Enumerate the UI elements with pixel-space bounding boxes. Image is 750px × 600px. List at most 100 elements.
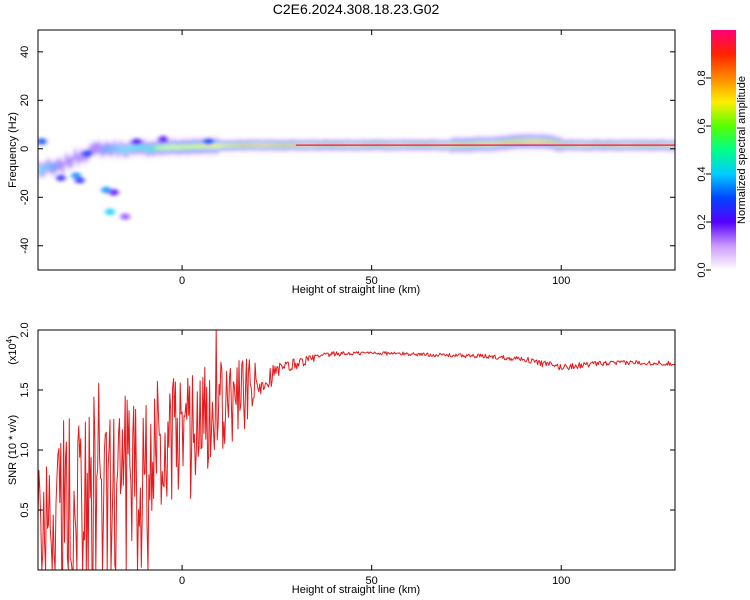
spectrogram-cell xyxy=(165,145,167,149)
spectrogram-x-tick-label: 50 xyxy=(366,275,378,287)
snr-y-tick-label: 1.0 xyxy=(19,442,31,457)
spectrogram-cell xyxy=(153,145,155,152)
spectrogram-cell xyxy=(559,142,562,146)
spectrogram-y-tick-label: -40 xyxy=(19,238,31,254)
spectrogram-cell xyxy=(65,154,67,165)
spectrogram-cell xyxy=(520,140,522,143)
snr-y-label: SNR (10 * v/v) xyxy=(7,415,19,485)
spectrogram-cell xyxy=(192,144,195,148)
spectrogram-cell xyxy=(150,145,152,152)
colorbar-tick-label: 0.6 xyxy=(696,118,708,133)
spectrogram-cell xyxy=(532,139,535,143)
spectrogram-blob xyxy=(105,208,116,216)
spectrogram-cell xyxy=(92,143,95,154)
spectrogram-cell xyxy=(210,144,213,148)
spectrogram-cell xyxy=(477,142,480,146)
spectrogram-y-tick-label: 0 xyxy=(19,146,31,152)
spectrogram-cell xyxy=(213,144,216,148)
spectrogram-cell xyxy=(129,144,131,151)
snr-scale-prefix: (x10 xyxy=(7,343,19,364)
colorbar-label: Normalized spectral amplitude xyxy=(736,76,748,224)
spectrogram-cell xyxy=(180,145,183,149)
spectrogram-cell xyxy=(550,140,553,144)
spectrogram-cell xyxy=(216,144,219,148)
spectrogram-cell xyxy=(486,142,489,146)
spectrogram-cell xyxy=(201,144,204,148)
spectrogram-cell xyxy=(53,165,55,172)
spectrogram-cell xyxy=(286,144,289,147)
spectrogram-cell xyxy=(204,144,207,148)
spectrogram-cell xyxy=(198,145,201,149)
snr-x-tick-label: 50 xyxy=(366,575,378,587)
spectrogram-cell xyxy=(77,153,80,165)
spectrogram-cell xyxy=(541,139,544,143)
spectrogram-cell xyxy=(226,144,228,147)
spectrogram-cell xyxy=(116,147,119,154)
spectrogram-panel: 0 50 100 -40 -20 0 20 40 Height of straight li… xyxy=(7,29,676,296)
snr-x-tick-label: 0 xyxy=(179,575,185,587)
spectrogram-cell xyxy=(253,143,255,147)
spectrogram-cell xyxy=(277,144,280,147)
spectrogram-cell xyxy=(247,143,249,146)
spectrogram-cell xyxy=(50,164,52,171)
spectrogram-cell xyxy=(44,165,46,172)
spectrogram-cell xyxy=(480,142,483,146)
spectrogram-cell xyxy=(283,144,286,147)
spectrogram-blob xyxy=(203,138,214,146)
spectrogram-cell xyxy=(489,142,492,146)
snr-x-tick-label: 100 xyxy=(552,575,570,587)
colorbar-tick-label: 0.0 xyxy=(696,262,708,277)
spectrogram-cell xyxy=(244,144,246,147)
spectrogram-cell xyxy=(220,144,222,147)
spectrogram-cell xyxy=(89,145,92,156)
spectrogram-cell xyxy=(62,162,64,173)
figure-title: C2E6.2024.308.18.23.G02 xyxy=(273,1,440,17)
spectrogram-cell xyxy=(232,144,234,147)
spectrogram-cell xyxy=(238,143,240,147)
spectrogram-cell xyxy=(553,141,556,145)
spectrogram-y-label: Frequency (Hz) xyxy=(7,112,19,188)
spectrogram-cell xyxy=(144,144,146,151)
spectrogram-x-label: Height of straight line (km) xyxy=(292,284,420,296)
spectrogram-cell xyxy=(511,140,513,144)
spectrogram-y-tick-label: -20 xyxy=(19,189,31,205)
spectrogram-cell xyxy=(80,150,83,161)
spectrogram-cell xyxy=(241,144,243,147)
spectrogram-cell xyxy=(38,165,40,172)
spectrogram-blob xyxy=(120,213,131,221)
spectrogram-cell xyxy=(135,144,137,151)
spectrogram-y-tick-label: 40 xyxy=(19,46,31,58)
spectrogram-cell xyxy=(502,141,504,145)
spectrogram-cell xyxy=(147,146,149,153)
spectrogram-cell xyxy=(223,144,225,147)
spectrogram-cell xyxy=(268,143,271,147)
spectrogram-x-ticks: 0 50 100 xyxy=(179,30,570,287)
spectrogram-cell xyxy=(474,142,477,146)
spectrogram-cell xyxy=(265,144,268,147)
snr-x-ticks: 0 50 100 xyxy=(179,330,570,587)
spectrogram-blob xyxy=(101,186,112,194)
spectrogram-cell xyxy=(529,140,531,143)
spectrogram-cell xyxy=(177,146,180,150)
spectrogram-cell xyxy=(125,147,128,154)
spectrogram-cell xyxy=(47,162,49,169)
spectrogram-blob xyxy=(131,138,142,146)
spectrogram-cell xyxy=(556,143,559,146)
spectrogram-cell xyxy=(274,144,277,147)
snr-panel: 0 50 100 0.5 1.0 1.5 2.0 Height of straight l… xyxy=(5,322,676,596)
spectrogram-cell xyxy=(496,142,498,146)
spectrogram-cell xyxy=(189,145,192,149)
spectrogram-cell xyxy=(523,140,525,143)
colorbar: 0.0 0.2 0.4 0.6 0.8 Normalized spectral ampl… xyxy=(696,30,748,278)
spectrogram-cell xyxy=(259,144,262,147)
spectrogram-cell xyxy=(292,143,295,146)
spectrogram-cell xyxy=(505,141,507,145)
spectrogram-cell xyxy=(280,143,283,147)
spectrogram-cell xyxy=(174,145,177,149)
spectrogram-cell xyxy=(59,158,61,170)
snr-y-tick-label: 0.5 xyxy=(19,502,31,517)
spectrogram-cell xyxy=(68,157,70,168)
spectrogram-cell xyxy=(186,145,189,149)
spectrogram-heatmap xyxy=(38,130,675,221)
snr-scale-exponent: 4 xyxy=(5,338,14,343)
